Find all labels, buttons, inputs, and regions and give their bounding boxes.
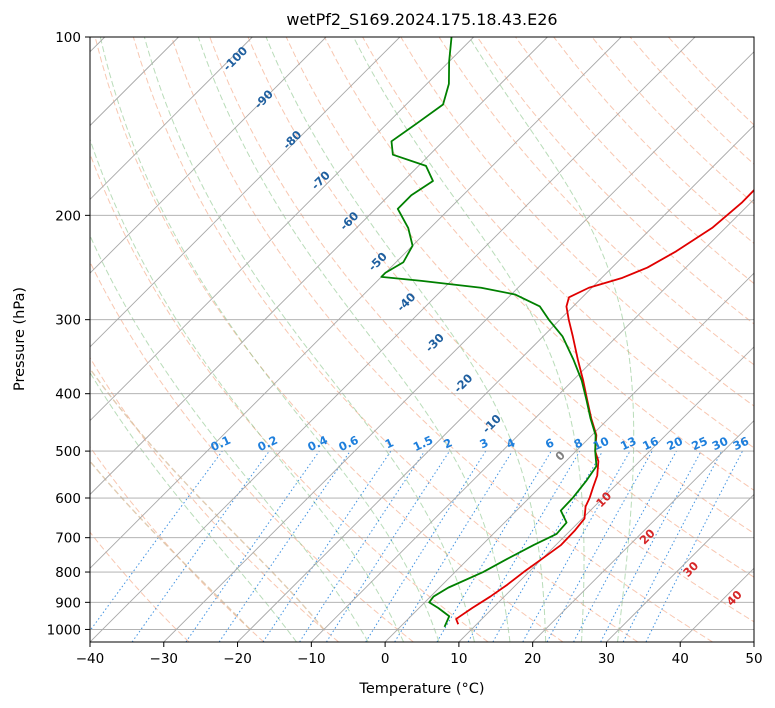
moist-adiabat	[90, 234, 369, 642]
y-tick-label: 100	[55, 30, 81, 46]
isotherm-line	[237, 124, 754, 642]
mixing-ratio-label: 30	[710, 434, 730, 453]
mixing-ratio-line	[394, 450, 513, 642]
x-tick-label: −40	[76, 651, 105, 667]
y-tick-label: 200	[55, 208, 81, 224]
mixing-ratio-line	[573, 450, 677, 642]
mixing-ratio-line	[645, 450, 743, 642]
x-tick-label: 20	[524, 651, 541, 667]
moist-adiabat	[99, 37, 440, 642]
mixing-ratio-line	[131, 450, 270, 642]
x-axis-label: Temperature (°C)	[358, 681, 484, 697]
plot-area: -100-90-80-70-60-50-40-30-20-10010203040…	[90, 37, 754, 642]
x-tick-label: 30	[598, 651, 615, 667]
dry-adiabat	[90, 531, 190, 642]
ice-adiabat	[90, 367, 325, 630]
mixing-ratio-label: 16	[640, 434, 660, 453]
x-tick-label: 10	[450, 651, 467, 667]
dry-adiabat	[476, 37, 754, 325]
moist-adiabat	[143, 37, 475, 642]
x-axis: −40 −30 −20 −10 0 10 20 30 40 50	[76, 642, 763, 667]
mixing-ratio-label: 25	[689, 434, 709, 453]
isotherm-line	[90, 37, 401, 348]
dry-adiabat	[171, 37, 713, 642]
mixing-ratio-line	[90, 450, 223, 632]
mixing-ratio-label: 13	[618, 434, 638, 453]
y-axis-label: Pressure (hPa)	[12, 287, 28, 391]
moist-adiabat	[265, 37, 547, 642]
mixing-ratio-label: 20	[664, 434, 684, 453]
isotherm-line	[90, 37, 548, 496]
mixing-ratio-line	[185, 450, 320, 642]
isotherm-line	[458, 346, 754, 642]
y-tick-label: 400	[55, 387, 81, 403]
isotherm-line	[384, 272, 754, 642]
dry-adiabat	[209, 37, 754, 623]
dry-adiabat	[90, 152, 489, 642]
y-tick-label: 600	[55, 491, 81, 507]
mixing-ratio-line	[299, 450, 426, 642]
mixing-ratio-line	[522, 450, 631, 642]
y-tick-label: 300	[55, 313, 81, 329]
isotherm-line	[90, 37, 474, 422]
dewpoint-profile	[380, 37, 598, 628]
dry-adiabat	[515, 37, 754, 285]
y-tick-label: 500	[55, 444, 81, 460]
x-tick-label: −20	[223, 651, 252, 667]
dry-adiabat	[247, 37, 754, 578]
x-tick-label: −30	[150, 651, 179, 667]
mixing-ratio-label: 10	[591, 434, 611, 453]
isotherm-line	[532, 420, 754, 642]
chart-title: wetPf2_S169.2024.175.18.43.E26	[286, 10, 557, 30]
x-tick-label: 50	[745, 651, 762, 667]
plot-frame	[89, 36, 755, 643]
isotherm-line	[311, 198, 754, 642]
mixing-ratio-line	[262, 450, 392, 642]
y-axis: 100 200 300 400 500 600 700 800 900 1000	[47, 30, 90, 638]
dry-adiabat	[90, 356, 339, 642]
mixing-ratio-line	[218, 450, 351, 642]
isotherm-line	[90, 37, 696, 642]
y-tick-label: 1000	[47, 622, 81, 638]
x-tick-label: 0	[381, 651, 390, 667]
isotherm-line	[163, 51, 754, 642]
dry-adiabat	[94, 37, 564, 642]
mixing-ratio-label: 36	[731, 434, 751, 453]
ice-adiabat	[90, 460, 251, 630]
isotherm-line	[753, 641, 754, 642]
moist-adiabat	[90, 137, 405, 642]
mixing-ratio-line	[326, 450, 450, 642]
y-tick-label: 900	[55, 595, 81, 611]
isotherm-line	[606, 493, 754, 642]
mixing-ratio-line	[546, 450, 653, 642]
dry-adiabat	[132, 37, 639, 642]
isotherm-line	[90, 37, 327, 274]
y-tick-label: 700	[55, 531, 81, 547]
isotherm-line	[90, 37, 622, 569]
dry-adiabat	[362, 37, 754, 449]
x-tick-label: 40	[672, 651, 689, 667]
y-tick-label: 800	[55, 565, 81, 581]
isotherm-line	[90, 37, 253, 200]
moist-adiabat	[90, 371, 297, 642]
dry-adiabat	[90, 446, 265, 642]
dry-adiabat	[400, 37, 754, 407]
x-tick-label: −10	[297, 651, 326, 667]
moist-adiabat	[197, 37, 511, 642]
plot-background	[90, 37, 754, 642]
